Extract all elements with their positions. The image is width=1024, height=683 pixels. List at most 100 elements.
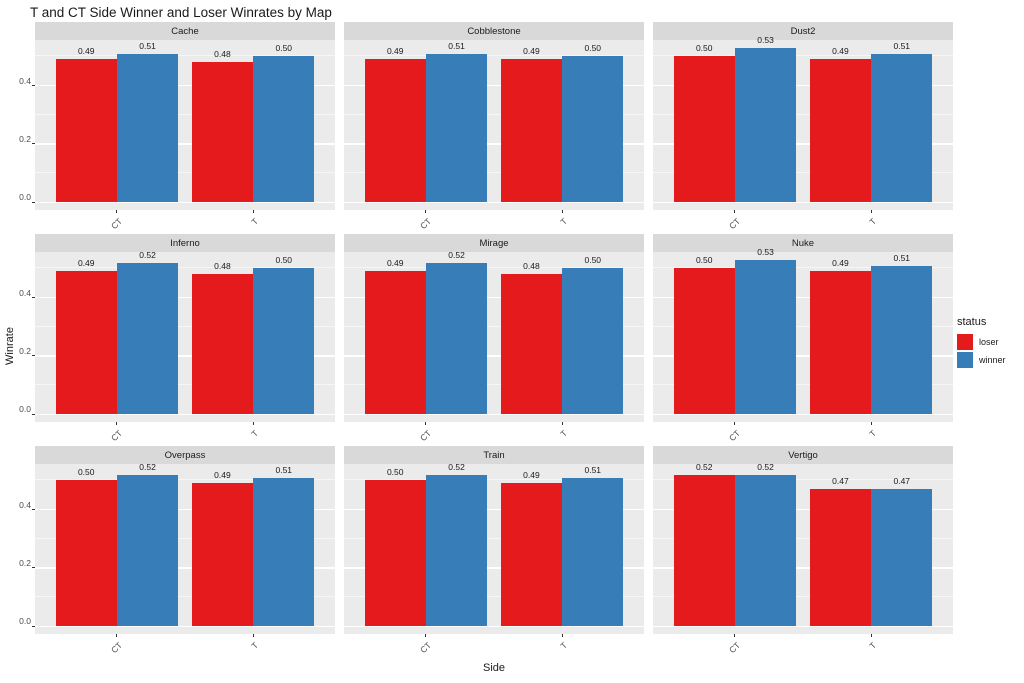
facet-cache: Cache 0.0 0.2 0.4 0.49 0.51 0.48 0.50 CT T bbox=[19, 22, 335, 234]
bar-vertigo-ct-winner bbox=[734, 474, 797, 627]
legend-swatch-loser bbox=[957, 334, 973, 350]
panel-nuke: 0.50 0.53 0.49 0.51 bbox=[653, 247, 953, 422]
gridline-major bbox=[35, 296, 335, 299]
facet-strip-nuke: Nuke bbox=[653, 234, 953, 252]
bar-cobblestone-t-winner bbox=[562, 56, 624, 203]
facet-cobblestone: Cobblestone 0.49 0.51 0.49 0.50 CT T bbox=[344, 22, 644, 234]
gridline-major bbox=[653, 84, 953, 87]
y-tick-label: 0.4 bbox=[19, 287, 31, 298]
x-tick-label-ct: CT bbox=[417, 216, 433, 232]
x-tick-label-ct: CT bbox=[417, 428, 433, 444]
gridline-major bbox=[35, 567, 335, 569]
gridline-major bbox=[344, 296, 644, 299]
bar-cobblestone-ct-loser bbox=[364, 59, 426, 203]
y-tick-label: 0.2 bbox=[19, 557, 31, 568]
gridline-minor bbox=[653, 267, 953, 269]
bar-overpass-t-loser bbox=[191, 483, 254, 627]
gridline-major bbox=[35, 355, 335, 357]
chart-title: T and CT Side Winner and Loser Winrates … bbox=[30, 5, 332, 20]
x-tick-mark bbox=[870, 634, 872, 637]
bar-inferno-t-loser bbox=[191, 274, 254, 415]
legend-entry-loser: loser bbox=[957, 334, 1006, 350]
x-axis-nuke: CT T bbox=[653, 422, 953, 446]
gridline-major bbox=[344, 413, 644, 416]
x-tick-mark bbox=[252, 634, 254, 637]
x-tick-mark bbox=[116, 634, 118, 637]
y-tick-label: 0.0 bbox=[19, 616, 31, 627]
bar-value-label: 0.49 bbox=[832, 46, 849, 57]
x-axis-title: Side bbox=[482, 662, 506, 674]
bar-mirage-t-winner bbox=[562, 268, 624, 415]
legend-swatch-winner bbox=[957, 352, 973, 368]
x-tick-mark bbox=[425, 634, 427, 637]
gridline-major bbox=[35, 201, 335, 204]
bar-value-label: 0.50 bbox=[275, 255, 293, 266]
y-tick-mark bbox=[32, 201, 35, 203]
bar-value-label: 0.53 bbox=[757, 246, 774, 257]
bar-value-label: 0.50 bbox=[584, 255, 602, 266]
bar-value-label: 0.47 bbox=[832, 476, 849, 487]
bar-train-t-winner bbox=[562, 477, 624, 627]
bar-overpass-t-winner bbox=[253, 477, 315, 627]
gridline-minor bbox=[653, 479, 953, 481]
y-tick-label: 0.0 bbox=[19, 404, 31, 415]
x-tick-label-t: T bbox=[249, 428, 261, 439]
gridline-minor bbox=[653, 325, 953, 327]
bar-value-label: 0.49 bbox=[523, 470, 540, 481]
bar-vertigo-t-winner bbox=[871, 489, 933, 627]
bar-value-label: 0.51 bbox=[893, 252, 911, 263]
gridline-major bbox=[344, 567, 644, 569]
bar-value-label: 0.52 bbox=[448, 461, 465, 472]
facet-strip-dust2: Dust2 bbox=[653, 22, 953, 40]
x-tick-label-ct: CT bbox=[726, 428, 742, 444]
facet-inferno: Inferno 0.0 0.2 0.4 0.49 0.52 0.48 0.50 CT T bbox=[19, 234, 335, 446]
bar-inferno-t-winner bbox=[253, 268, 315, 415]
y-tick-label: 0.2 bbox=[19, 133, 31, 144]
bar-overpass-ct-winner bbox=[116, 474, 179, 627]
x-axis-cache: CT T bbox=[35, 210, 335, 234]
bar-dust2-t-loser bbox=[809, 59, 872, 203]
x-axis-train: CT T bbox=[344, 634, 644, 658]
bar-mirage-ct-loser bbox=[364, 271, 426, 415]
gridline-major bbox=[35, 508, 335, 511]
bar-cobblestone-t-loser bbox=[500, 59, 563, 203]
x-tick-mark bbox=[561, 422, 563, 425]
x-tick-mark bbox=[734, 422, 736, 425]
gridline-major bbox=[653, 508, 953, 511]
gridline-minor bbox=[653, 172, 953, 174]
facet-strip-train: Train bbox=[344, 446, 644, 464]
facet-nuke: Nuke 0.50 0.53 0.49 0.51 CT T bbox=[653, 234, 953, 446]
bar-value-label: 0.52 bbox=[139, 461, 156, 472]
gridline-major bbox=[35, 143, 335, 145]
bar-value-label: 0.49 bbox=[523, 46, 540, 57]
bar-mirage-ct-winner bbox=[425, 262, 488, 415]
y-tick-mark bbox=[32, 143, 35, 145]
bar-vertigo-ct-loser bbox=[673, 474, 735, 627]
y-tick-mark bbox=[32, 567, 35, 569]
gridline-minor bbox=[344, 537, 644, 539]
x-tick-label-ct: CT bbox=[726, 640, 742, 656]
facet-dust2: Dust2 0.50 0.53 0.49 0.51 CT T bbox=[653, 22, 953, 234]
gridline-minor bbox=[35, 172, 335, 174]
gridline-major bbox=[344, 625, 644, 628]
facet-strip-cache: Cache bbox=[35, 22, 335, 40]
facet-grid: Cache 0.0 0.2 0.4 0.49 0.51 0.48 0.50 CT T Cobbles… bbox=[19, 22, 953, 658]
bar-value-label: 0.49 bbox=[77, 258, 95, 269]
x-tick-mark bbox=[561, 634, 563, 637]
panel-inferno: 0.0 0.2 0.4 0.49 0.52 0.48 0.50 bbox=[19, 250, 335, 422]
bar-nuke-t-loser bbox=[809, 271, 872, 415]
gridline-minor bbox=[344, 55, 644, 57]
facet-overpass: Overpass 0.0 0.2 0.4 0.50 0.52 0.49 0.51 CT T bbox=[19, 446, 335, 658]
panel-vertigo: 0.52 0.52 0.47 0.47 bbox=[653, 462, 953, 634]
x-tick-mark bbox=[425, 422, 427, 425]
gridline-minor bbox=[344, 479, 644, 481]
x-tick-mark bbox=[116, 210, 118, 213]
panel-overpass: 0.0 0.2 0.4 0.50 0.52 0.49 0.51 bbox=[19, 461, 335, 634]
bar-inferno-ct-winner bbox=[116, 262, 179, 415]
gridline-minor bbox=[344, 596, 644, 598]
bar-value-label: 0.51 bbox=[139, 40, 156, 51]
x-tick-label-t: T bbox=[867, 428, 879, 439]
facet-strip-vertigo: Vertigo bbox=[653, 446, 953, 464]
gridline-major bbox=[653, 567, 953, 569]
bar-value-label: 0.50 bbox=[584, 43, 602, 54]
